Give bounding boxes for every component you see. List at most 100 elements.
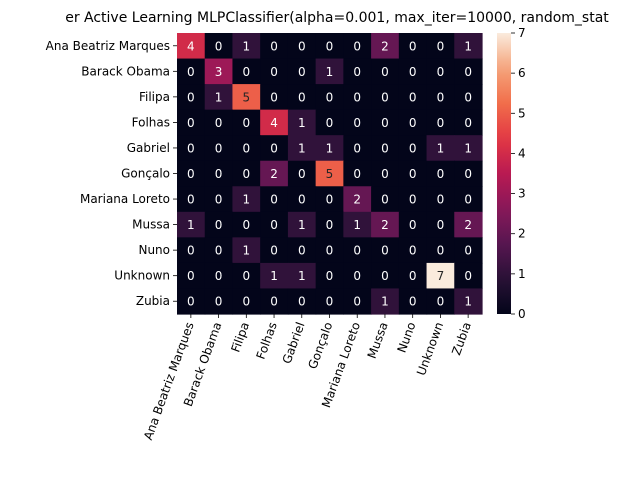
cell-value-label: 0 [326, 218, 334, 232]
cell-value-label: 0 [381, 193, 389, 207]
heatmap-cell [343, 84, 372, 111]
heatmap-cell [177, 109, 206, 136]
heatmap-cell [426, 237, 455, 264]
heatmap-cell [260, 237, 289, 264]
colorbar-gradient [497, 33, 511, 314]
cell-value-label: 0 [242, 65, 250, 79]
cell-value-label: 0 [409, 141, 417, 155]
cell-value-label: 2 [381, 39, 389, 53]
heatmap-cell [343, 186, 372, 213]
cell-value-label: 0 [215, 141, 223, 155]
heatmap-cell [315, 84, 344, 111]
cell-value-label: 0 [437, 116, 445, 130]
heatmap-cell [177, 288, 206, 315]
heatmap-cell [204, 58, 234, 85]
heatmap-cell [232, 237, 261, 264]
colorbar: 0 1 2 3 4 5 6 7 [497, 26, 526, 321]
cell-value-label: 0 [187, 90, 195, 104]
heatmap-cell [371, 211, 400, 238]
colorbar-tick-label: 4 [518, 146, 526, 160]
cell-value-label: 0 [242, 295, 250, 309]
colorbar-tick-label: 1 [518, 267, 526, 281]
cell-value-label: 1 [242, 244, 250, 258]
cell-value-label: 0 [242, 116, 250, 130]
x-tick-label: Folhas [254, 320, 280, 361]
heatmap-cell [315, 288, 344, 315]
cell-value-label: 0 [326, 90, 334, 104]
cell-value-label: 0 [326, 269, 334, 283]
heatmap-cell [398, 109, 428, 136]
cell-value-label: 1 [242, 39, 250, 53]
y-tick-label: Ana Beatriz Marques [46, 39, 170, 53]
heatmap-cell [426, 84, 455, 111]
cell-value-label: 0 [270, 65, 278, 79]
cell-value-label: 0 [437, 90, 445, 104]
y-tick-label: Mariana Loreto [80, 192, 170, 206]
cell-value-label: 0 [242, 141, 250, 155]
cell-value-label: 0 [298, 65, 306, 79]
heatmap-cell [232, 109, 261, 136]
heatmap-cell [454, 109, 483, 136]
colorbar-tick-label: 7 [518, 26, 526, 40]
cell-value-label: 0 [409, 193, 417, 207]
heatmap-cell [204, 262, 234, 290]
heatmap-cell [260, 186, 289, 213]
cell-value-label: 0 [409, 218, 417, 232]
colorbar-tick-label: 2 [518, 227, 526, 241]
heatmap-cell [398, 58, 428, 85]
heatmap-cell [232, 262, 261, 290]
cell-value-label: 0 [270, 244, 278, 258]
heatmap-cell [287, 33, 317, 60]
heatmap-cell [204, 84, 234, 111]
heatmap-cell [232, 160, 261, 187]
heatmap-cell [315, 109, 344, 136]
chart-title: er Active Learning MLPClassifier(alpha=0… [65, 10, 609, 26]
heatmap-cell [260, 58, 289, 85]
y-tick-label: Mussa [132, 218, 170, 232]
cell-value-label: 0 [464, 167, 472, 181]
heatmap-cell [371, 84, 400, 111]
cell-value-label: 1 [464, 141, 472, 155]
heatmap-cell [343, 211, 372, 238]
cell-value-label: 0 [215, 116, 223, 130]
cell-value-label: 0 [381, 167, 389, 181]
cell-value-label: 0 [270, 295, 278, 309]
heatmap-cell [287, 160, 317, 187]
cell-value-label: 1 [437, 141, 445, 155]
heatmap-cell [454, 186, 483, 213]
heatmap-cell [371, 262, 400, 290]
heatmap-cell [287, 288, 317, 315]
heatmap-cell [232, 186, 261, 213]
heatmap-cell [204, 135, 234, 162]
heatmap-cell [177, 58, 206, 85]
cell-value-label: 0 [270, 90, 278, 104]
heatmap-cell [426, 109, 455, 136]
heatmap-cell [232, 33, 261, 60]
heatmap-cell [343, 160, 372, 187]
heatmap-cell [287, 211, 317, 238]
cell-value-label: 0 [353, 295, 361, 309]
heatmap-cell [177, 160, 206, 187]
heatmap-cell [398, 135, 428, 162]
heatmap-cell [204, 211, 234, 238]
heatmap-cell [177, 262, 206, 290]
cell-value-label: 0 [409, 65, 417, 79]
cell-value-label: 1 [298, 269, 306, 283]
heatmap-cell [343, 288, 372, 315]
heatmap-cell [315, 58, 344, 85]
heatmap-cell [204, 288, 234, 315]
cell-value-label: 0 [353, 39, 361, 53]
heatmap-cell [371, 237, 400, 264]
cell-value-label: 0 [437, 218, 445, 232]
heatmap-cell [398, 262, 428, 290]
heatmap-cell [260, 33, 289, 60]
heatmap-cell [454, 211, 483, 238]
y-tick-label: Barack Obama [81, 64, 170, 78]
heatmap-cell [260, 211, 289, 238]
cell-value-label: 0 [409, 269, 417, 283]
cell-value-label: 0 [326, 39, 334, 53]
cell-value-label: 0 [353, 65, 361, 79]
heatmap-cell [426, 33, 455, 60]
heatmap-cell [260, 109, 289, 136]
